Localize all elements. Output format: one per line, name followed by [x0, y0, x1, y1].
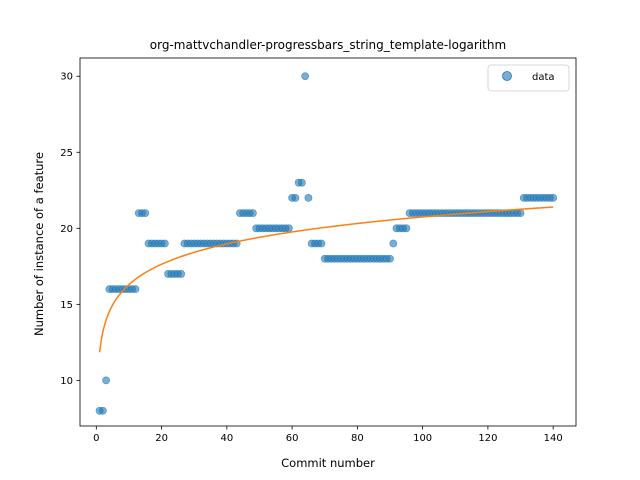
y-axis-ticks: 10 15 20 25 30 — [60, 72, 80, 387]
x-tick-label: 140 — [544, 433, 563, 444]
data-point — [304, 194, 313, 202]
data-point — [131, 285, 140, 294]
data-point — [386, 254, 394, 263]
x-tick-label: 120 — [478, 433, 497, 444]
data-point — [317, 239, 326, 248]
data-point — [177, 270, 186, 278]
y-tick-label: 10 — [60, 376, 73, 387]
data-point — [249, 209, 257, 218]
axes-frame — [79, 57, 577, 427]
y-tick-label: 20 — [60, 224, 73, 235]
x-tick-label: 80 — [351, 433, 364, 444]
y-axis-label: Number of instance of a feature — [32, 152, 46, 336]
fit-line — [98, 206, 554, 353]
data-point — [141, 209, 150, 218]
data-point — [516, 209, 525, 218]
data-point — [389, 239, 398, 248]
legend-label-data: data — [532, 72, 555, 83]
plot-area — [79, 57, 577, 427]
legend: data — [487, 64, 570, 92]
legend-marker-data — [502, 71, 512, 81]
x-tick-label: 0 — [93, 433, 99, 444]
data-point — [102, 376, 111, 385]
data-point — [301, 72, 310, 81]
data-point — [402, 224, 411, 233]
x-tick-label: 60 — [286, 433, 299, 444]
chart-title: org-mattvchandler-progressbars_string_te… — [150, 38, 506, 52]
y-tick-label: 25 — [60, 148, 73, 159]
data-point — [297, 178, 306, 187]
data-point — [98, 406, 107, 415]
data-point — [549, 194, 558, 202]
data-point — [160, 239, 169, 248]
y-tick-label: 30 — [60, 72, 73, 83]
x-tick-label: 40 — [220, 433, 233, 444]
data-point — [291, 194, 300, 202]
x-axis-label: Commit number — [281, 456, 375, 470]
x-axis-ticks: 0 20 40 60 80 100 120 140 — [93, 426, 563, 444]
x-tick-label: 100 — [413, 433, 432, 444]
data-point — [284, 224, 293, 233]
x-tick-label: 20 — [155, 433, 168, 444]
legend-box — [487, 64, 570, 92]
y-tick-label: 15 — [60, 300, 73, 311]
